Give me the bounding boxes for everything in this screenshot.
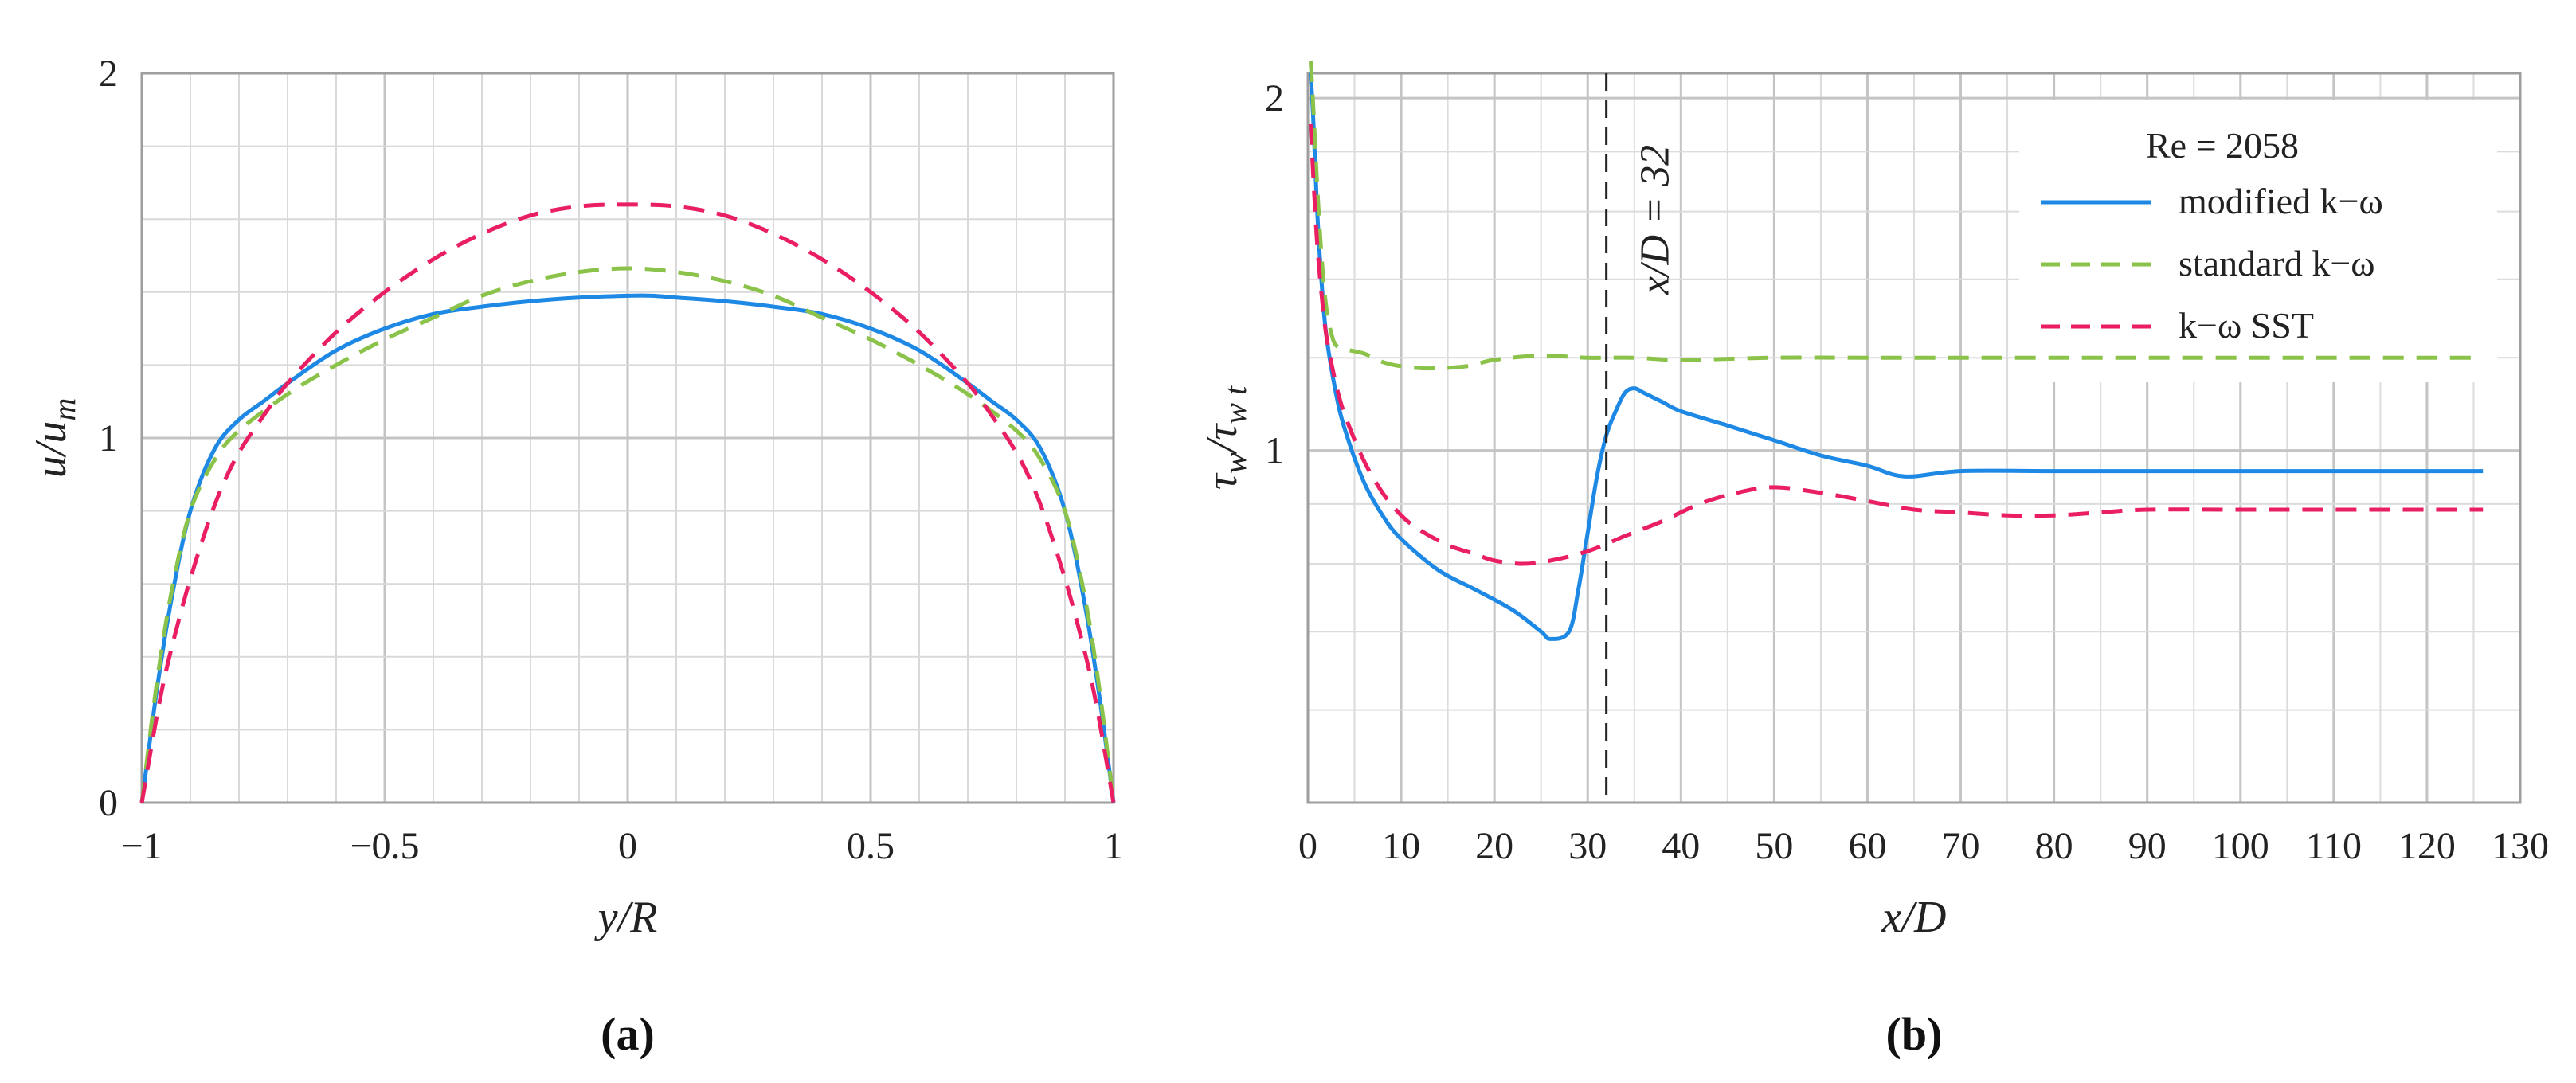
x-tick-label: 1	[1104, 825, 1123, 867]
x-tick-label: 20	[1475, 825, 1513, 867]
x32-reference-label: x/D = 32	[1633, 145, 1678, 295]
panel-a-x-axis-label: y/R	[594, 893, 658, 942]
panel-b-ticks: 0 10 20 30 40 50 60 70 80 90 100 110 120 130 1 2	[1265, 77, 2549, 867]
x-tick-label: 50	[1755, 825, 1793, 867]
series-line-standard	[1309, 61, 2484, 371]
panel-b: x/D = 32 0 10 20 30 40 50 60 70 80 90 100 110 120 130…	[1197, 61, 2549, 1060]
legend-entry-label: standard k−ω	[2179, 243, 2375, 283]
legend-title: Re = 2058	[2146, 125, 2299, 166]
panel-a-series	[139, 202, 1116, 803]
x-tick-label: 70	[1942, 825, 1980, 867]
x-tick-label: 30	[1568, 825, 1607, 867]
x-tick-label: 80	[2035, 825, 2073, 867]
series-line-sst	[139, 202, 1116, 803]
panel-b-legend: Re = 2058 modified k−ω standard k−ω k−ω SS…	[2041, 125, 2383, 346]
panel-a-y-axis-label: u/um	[26, 398, 82, 478]
x-tick-label: 0	[618, 825, 637, 867]
panel-a-y-label-main: u/u	[26, 421, 76, 479]
panel-b-y-label-sub1: w	[1217, 452, 1253, 474]
panel-a: −1 −0.5 0 0.5 1 0 1 2 y/R u/um (a)	[26, 53, 1123, 1060]
legend-entry-label: k−ω SST	[2179, 305, 2314, 346]
y-tick-label: 2	[99, 53, 118, 95]
x-tick-label: 90	[2128, 825, 2167, 867]
series-line-standard	[139, 266, 1116, 803]
panel-b-label: (b)	[1886, 1008, 1943, 1060]
panel-a-label: (a)	[601, 1008, 655, 1060]
y-tick-label: 1	[1265, 430, 1284, 472]
panel-b-legend-background	[2019, 100, 2497, 382]
panel-a-grid	[140, 72, 1115, 804]
panel-b-x-axis-label: x/D	[1881, 893, 1947, 942]
plot-frame	[140, 72, 1115, 804]
x-tick-label: 130	[2492, 825, 2549, 867]
x-tick-label: −1	[121, 825, 162, 867]
x-tick-label: 0	[1298, 825, 1317, 867]
panel-b-y-label-sub2: w t	[1217, 385, 1253, 424]
panel-b-y-axis-label: τw/τw t	[1197, 385, 1253, 490]
series-line-sst	[1309, 123, 2484, 566]
panel-b-y-label-main: τ	[1197, 472, 1247, 490]
x-tick-label: 120	[2398, 825, 2456, 867]
x-tick-label: 40	[1662, 825, 1700, 867]
x-tick-label: 110	[2306, 825, 2362, 867]
x-tick-label: 0.5	[847, 825, 895, 867]
legend-box	[2019, 100, 2497, 382]
panel-b-y-label-mid: /τ	[1197, 423, 1247, 455]
y-tick-label: 0	[99, 782, 118, 824]
x-tick-label: 100	[2212, 825, 2269, 867]
panel-b-annotation: x/D = 32	[1605, 73, 1678, 803]
series-line-modified	[139, 293, 1116, 803]
x-tick-label: 10	[1382, 825, 1420, 867]
x-tick-label: −0.5	[350, 825, 419, 867]
panel-a-ticks: −1 −0.5 0 0.5 1 0 1 2	[99, 53, 1123, 867]
y-tick-label: 1	[99, 417, 118, 459]
plot-frame	[1306, 72, 2522, 804]
legend-entry-label: modified k−ω	[2179, 181, 2383, 221]
panel-a-y-label-sub: m	[46, 398, 82, 421]
x-tick-label: 60	[1848, 825, 1886, 867]
y-tick-label: 2	[1265, 77, 1284, 119]
